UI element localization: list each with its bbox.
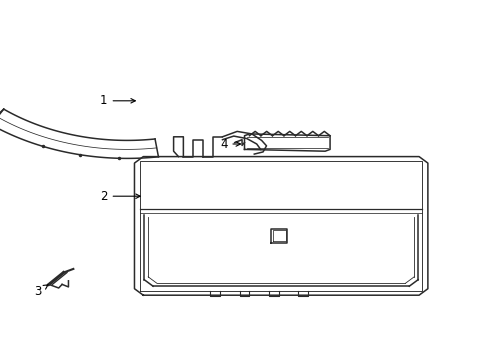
Text: 2: 2 (100, 190, 140, 203)
Text: 3: 3 (34, 285, 48, 298)
Text: 1: 1 (100, 94, 135, 107)
Text: 4: 4 (220, 138, 240, 150)
